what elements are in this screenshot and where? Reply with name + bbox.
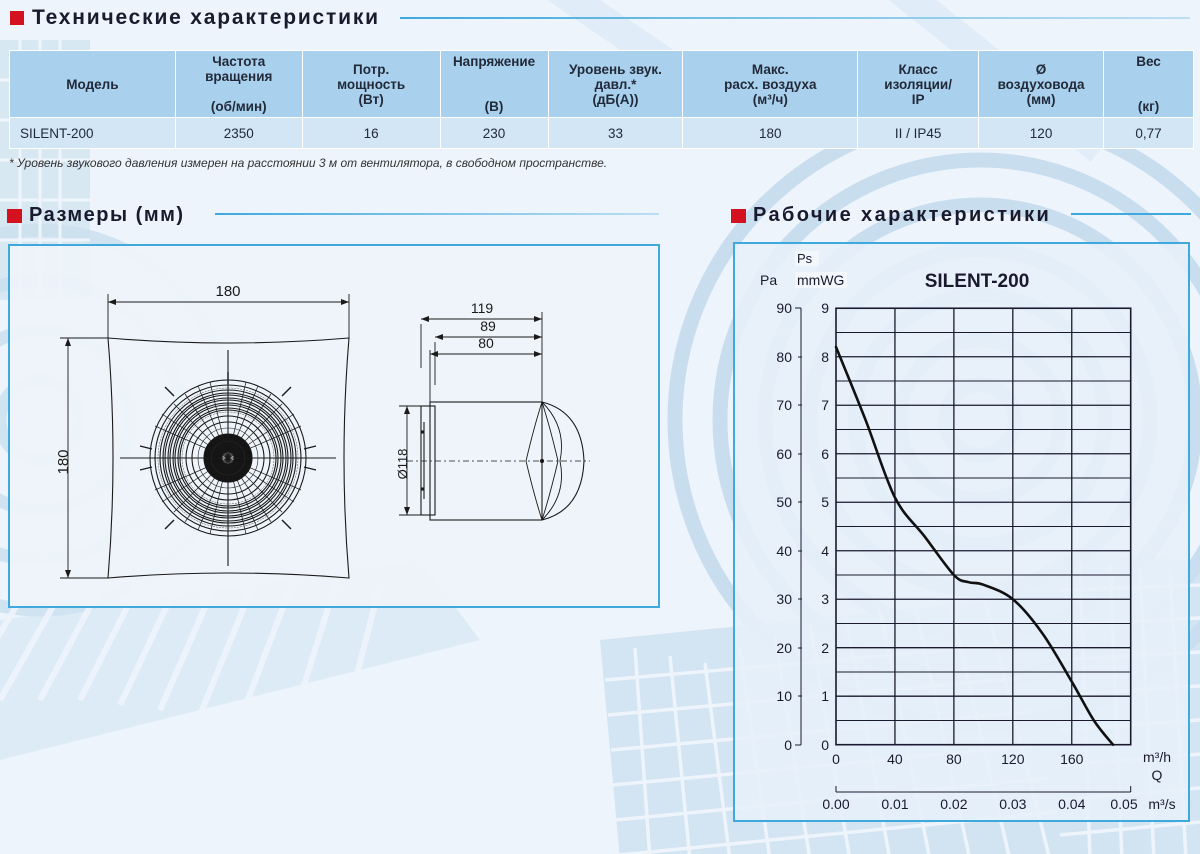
svg-text:30: 30 [776, 591, 792, 607]
svg-text:4: 4 [821, 543, 829, 559]
svg-text:0: 0 [832, 751, 840, 767]
svg-text:0.02: 0.02 [940, 796, 967, 812]
svg-text:40: 40 [776, 543, 792, 559]
svg-text:Ø118: Ø118 [395, 449, 410, 480]
svg-text:80: 80 [776, 349, 792, 365]
svg-text:mmWG: mmWG [797, 272, 844, 288]
svg-text:m³/h: m³/h [1143, 749, 1171, 765]
svg-text:3: 3 [821, 591, 829, 607]
svg-text:40: 40 [887, 751, 903, 767]
svg-text:m³/s: m³/s [1148, 796, 1175, 812]
svg-text:180: 180 [215, 283, 240, 300]
svg-text:1: 1 [821, 688, 829, 704]
svg-text:5: 5 [821, 494, 829, 510]
svg-text:0: 0 [784, 737, 792, 753]
svg-text:10: 10 [776, 688, 792, 704]
svg-text:119: 119 [471, 300, 494, 316]
svg-text:0.03: 0.03 [999, 796, 1026, 812]
svg-text:0.05: 0.05 [1110, 796, 1137, 812]
svg-text:80: 80 [946, 751, 962, 767]
svg-text:SILENT-200: SILENT-200 [925, 271, 1030, 292]
svg-text:9: 9 [821, 300, 829, 316]
svg-text:90: 90 [776, 300, 792, 316]
svg-text:89: 89 [480, 318, 496, 334]
svg-text:Pa: Pa [760, 272, 777, 288]
svg-text:0.00: 0.00 [822, 796, 849, 812]
svg-text:60: 60 [776, 446, 792, 462]
svg-text:50: 50 [776, 494, 792, 510]
svg-text:180: 180 [55, 449, 72, 474]
svg-text:Ps: Ps [797, 251, 813, 266]
svg-text:8: 8 [821, 349, 829, 365]
svg-text:120: 120 [1001, 751, 1025, 767]
svg-text:0.04: 0.04 [1058, 796, 1085, 812]
svg-text:6: 6 [821, 446, 829, 462]
svg-text:20: 20 [776, 640, 792, 656]
svg-text:70: 70 [776, 397, 792, 413]
svg-text:0.01: 0.01 [881, 796, 908, 812]
svg-text:7: 7 [821, 397, 829, 413]
svg-text:Q: Q [1152, 767, 1163, 783]
svg-text:2: 2 [821, 640, 829, 656]
svg-text:160: 160 [1060, 751, 1084, 767]
svg-text:0: 0 [821, 737, 829, 753]
